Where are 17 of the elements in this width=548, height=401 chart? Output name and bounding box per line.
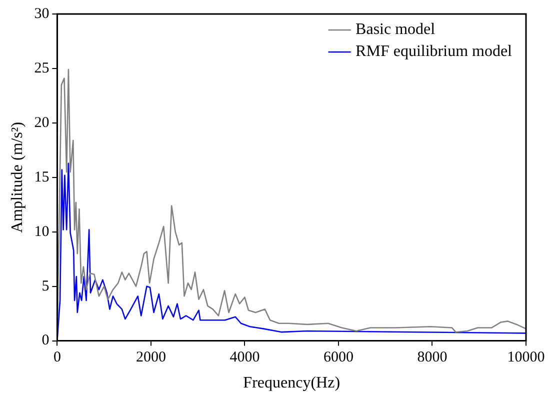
y-tick-label: 15 (34, 169, 50, 186)
y-tick-label: 5 (42, 278, 50, 294)
y-tick-label: 0 (42, 332, 50, 349)
x-tick-label: 0 (53, 350, 61, 366)
x-tick-label: 4000 (230, 350, 260, 366)
x-tick-label: 10000 (507, 350, 545, 366)
x-tick-label: 6000 (323, 350, 354, 366)
x-tick-label: 8000 (417, 350, 448, 366)
y-axis-title: Amplitude (m/s²) (8, 122, 26, 233)
y-tick-label: 20 (34, 114, 50, 131)
y-tick-label: 30 (34, 6, 50, 22)
legend-label: RMF equilibrium model (356, 43, 513, 60)
legend-label: Basic model (356, 21, 436, 38)
x-axis-title: Frequency(Hz) (243, 374, 340, 392)
x-tick-label: 2000 (136, 350, 166, 366)
y-tick-label: 25 (34, 60, 50, 76)
y-tick-label: 10 (34, 224, 50, 240)
